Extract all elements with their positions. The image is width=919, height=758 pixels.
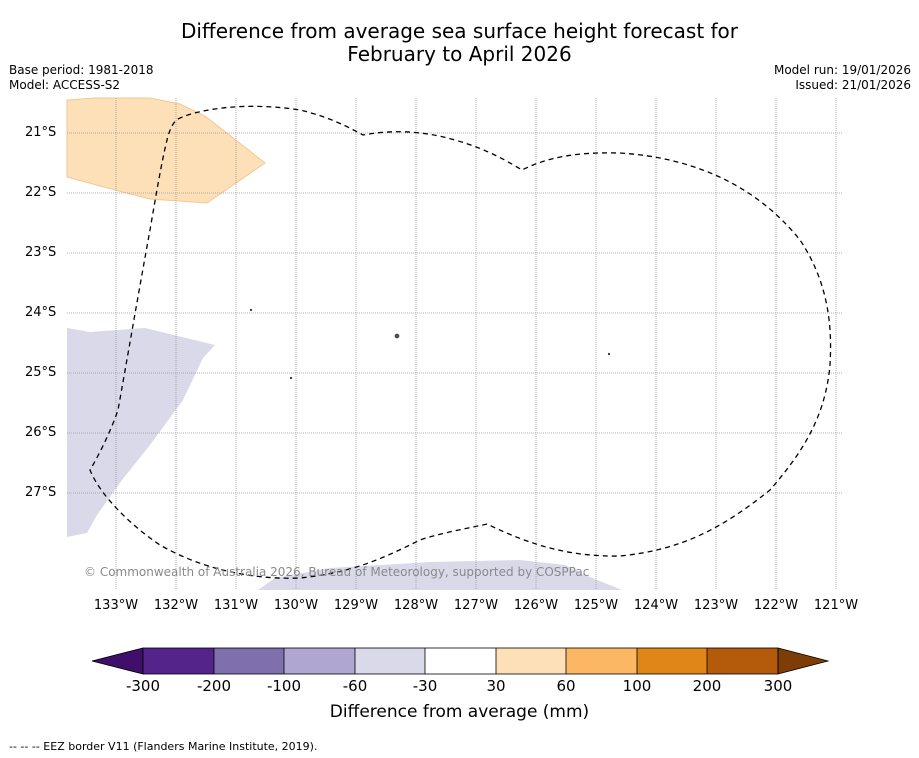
lat-label-27s: 27°S bbox=[25, 485, 57, 500]
lon-label-132w: 132°W bbox=[153, 598, 199, 613]
lon-label-125w: 125°W bbox=[573, 598, 619, 613]
colorbar-tick-0: -300 bbox=[125, 677, 161, 695]
base-period: Base period: 1981-2018 bbox=[9, 63, 154, 77]
colorbar-bin-2 bbox=[214, 648, 284, 674]
colorbar-bin-7 bbox=[566, 648, 637, 674]
page-title-line-1: Difference from average sea surface heig… bbox=[180, 19, 739, 43]
colorbar-bin-3 bbox=[284, 648, 355, 674]
colorbar-tick-2: -100 bbox=[266, 677, 302, 695]
positive-anomaly-region bbox=[66, 97, 266, 204]
colorbar-bin-9 bbox=[707, 648, 778, 674]
latitude-gridlines bbox=[67, 132, 843, 494]
meta-left: Base period: 1981-2018 Model: ACCESS-S2 bbox=[9, 63, 154, 93]
lon-label-130w: 130°W bbox=[273, 598, 319, 613]
colorbar-label: Difference from average (mm) bbox=[329, 702, 590, 722]
lon-label-131w: 131°W bbox=[213, 598, 259, 613]
islands bbox=[249, 308, 611, 380]
lon-label-133w: 133°W bbox=[93, 598, 139, 613]
page-title-line-2: February to April 2026 bbox=[347, 42, 572, 66]
longitude-gridlines bbox=[115, 98, 837, 590]
colorbar-tick-5: 30 bbox=[486, 677, 506, 695]
colorbar-bin-4 bbox=[355, 648, 425, 674]
eez-legend-footnote: -- -- -- EEZ border V11 (Flanders Marine… bbox=[9, 740, 318, 753]
meta-right: Model run: 19/01/2026 Issued: 21/01/2026 bbox=[774, 63, 911, 93]
colorbar-tick-3: -60 bbox=[342, 677, 368, 695]
model-name: Model: ACCESS-S2 bbox=[9, 78, 121, 92]
lon-label-126w: 126°W bbox=[513, 598, 559, 613]
eez-border bbox=[89, 105, 832, 579]
lat-label-24s: 24°S bbox=[25, 305, 57, 320]
colorbar-bin-5 bbox=[425, 648, 496, 674]
colorbar-extend-low bbox=[91, 647, 144, 675]
lon-label-123w: 123°W bbox=[693, 598, 739, 613]
colorbar-tick-4: -30 bbox=[412, 677, 438, 695]
colorbar-tick-6: 60 bbox=[556, 677, 576, 695]
lon-label-122w: 122°W bbox=[753, 598, 799, 613]
lon-label-129w: 129°W bbox=[333, 598, 379, 613]
colorbar-bin-1 bbox=[143, 648, 214, 674]
colorbar-tick-8: 200 bbox=[692, 677, 722, 695]
colorbar-tick-7: 100 bbox=[622, 677, 652, 695]
lat-label-21s: 21°S bbox=[25, 125, 57, 140]
lon-label-128w: 128°W bbox=[393, 598, 439, 613]
colorbar-bin-8 bbox=[637, 648, 707, 674]
lat-label-26s: 26°S bbox=[25, 425, 57, 440]
lat-label-23s: 23°S bbox=[25, 245, 57, 260]
negative-anomaly-region-south bbox=[258, 560, 622, 590]
lat-label-25s: 25°S bbox=[25, 365, 57, 380]
negative-anomaly-region-west bbox=[67, 328, 215, 537]
colorbar-tick-9: 300 bbox=[763, 677, 793, 695]
colorbar-extend-high bbox=[777, 647, 830, 675]
copyright-notice: © Commonwealth of Australia 2026, Bureau… bbox=[84, 565, 590, 579]
lat-label-22s: 22°S bbox=[25, 185, 57, 200]
issued-date: Issued: 21/01/2026 bbox=[795, 78, 911, 92]
lon-label-127w: 127°W bbox=[453, 598, 499, 613]
lon-label-121w: 121°W bbox=[813, 598, 859, 613]
model-run: Model run: 19/01/2026 bbox=[773, 63, 911, 77]
colorbar-tick-1: -200 bbox=[196, 677, 232, 695]
colorbar-bin-6 bbox=[496, 648, 566, 674]
lon-label-124w: 124°W bbox=[633, 598, 679, 613]
